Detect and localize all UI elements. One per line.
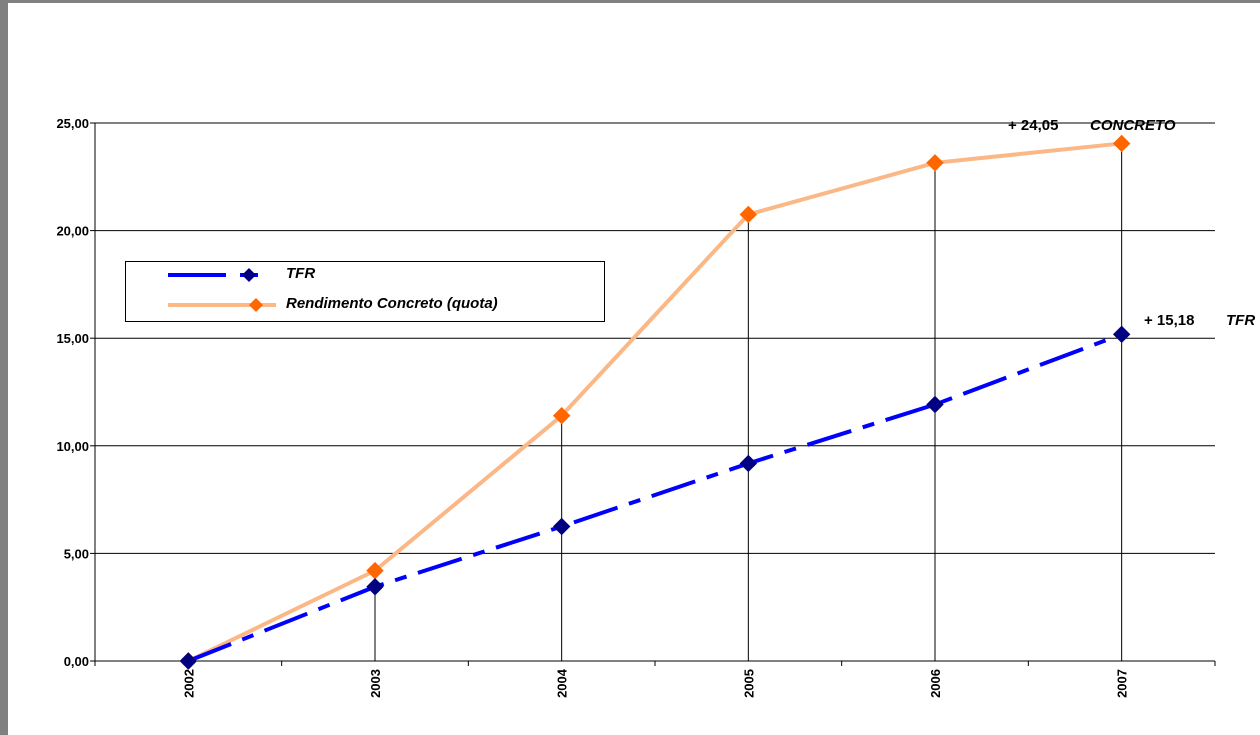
chart-legend: TFR Rendimento Concreto (quota): [125, 261, 605, 322]
y-tick-label: 5,00: [64, 546, 89, 561]
axes: [90, 122, 1216, 666]
series-line-tfr: [187, 332, 1123, 663]
x-axis-tick-labels: 2002 2003 2004 2005 2006 2007: [181, 668, 1129, 698]
annotations: + 24,05 CONCRETO + 15,18 TFR: [1008, 117, 1255, 329]
marker-concreto: [1112, 134, 1131, 153]
y-tick-label: 15,00: [56, 331, 89, 346]
x-tick-label: 2003: [368, 669, 383, 698]
marker-tfr: [179, 652, 198, 670]
concreto-annotation-label: CONCRETO: [1090, 117, 1176, 134]
tfr-annotation-value: + 15,18: [1144, 312, 1194, 329]
x-tick-label: 2002: [181, 669, 196, 698]
legend-label-concreto: Rendimento Concreto (quota): [286, 295, 498, 312]
y-tick-label: 20,00: [56, 224, 89, 239]
legend-item-concreto: Rendimento Concreto (quota): [126, 293, 604, 317]
y-tick-label: 10,00: [56, 439, 89, 454]
marker-tfr: [739, 454, 758, 473]
legend-item-tfr: TFR: [126, 263, 604, 287]
concreto-annotation-value: + 24,05: [1008, 117, 1058, 134]
legend-label-tfr: TFR: [286, 265, 316, 282]
legend-swatch-tfr: [168, 268, 258, 282]
marker-concreto: [926, 154, 944, 172]
series-markers: [179, 134, 1131, 670]
y-axis-tick-labels: 0,00 5,00 10,00 15,00 20,00 25,00: [56, 116, 89, 669]
x-tick-label: 2006: [928, 669, 943, 698]
x-tick-label: 2004: [555, 668, 570, 698]
legend-swatch-concreto: [168, 298, 276, 312]
series-line-concreto: [187, 141, 1122, 663]
marker-tfr: [1112, 325, 1131, 344]
marker-tfr: [366, 578, 384, 596]
marker-concreto: [739, 205, 758, 224]
gridlines: [95, 122, 1215, 554]
series-lines: [187, 141, 1123, 663]
x-tick-label: 2007: [1115, 669, 1130, 698]
marker-tfr: [552, 517, 571, 536]
x-tick-label: 2005: [741, 669, 756, 698]
y-tick-label: 0,00: [64, 654, 89, 669]
tfr-annotation-label: TFR: [1226, 312, 1255, 329]
y-tick-label: 25,00: [56, 116, 89, 131]
marker-concreto: [552, 406, 571, 425]
marker-tfr: [926, 395, 944, 414]
